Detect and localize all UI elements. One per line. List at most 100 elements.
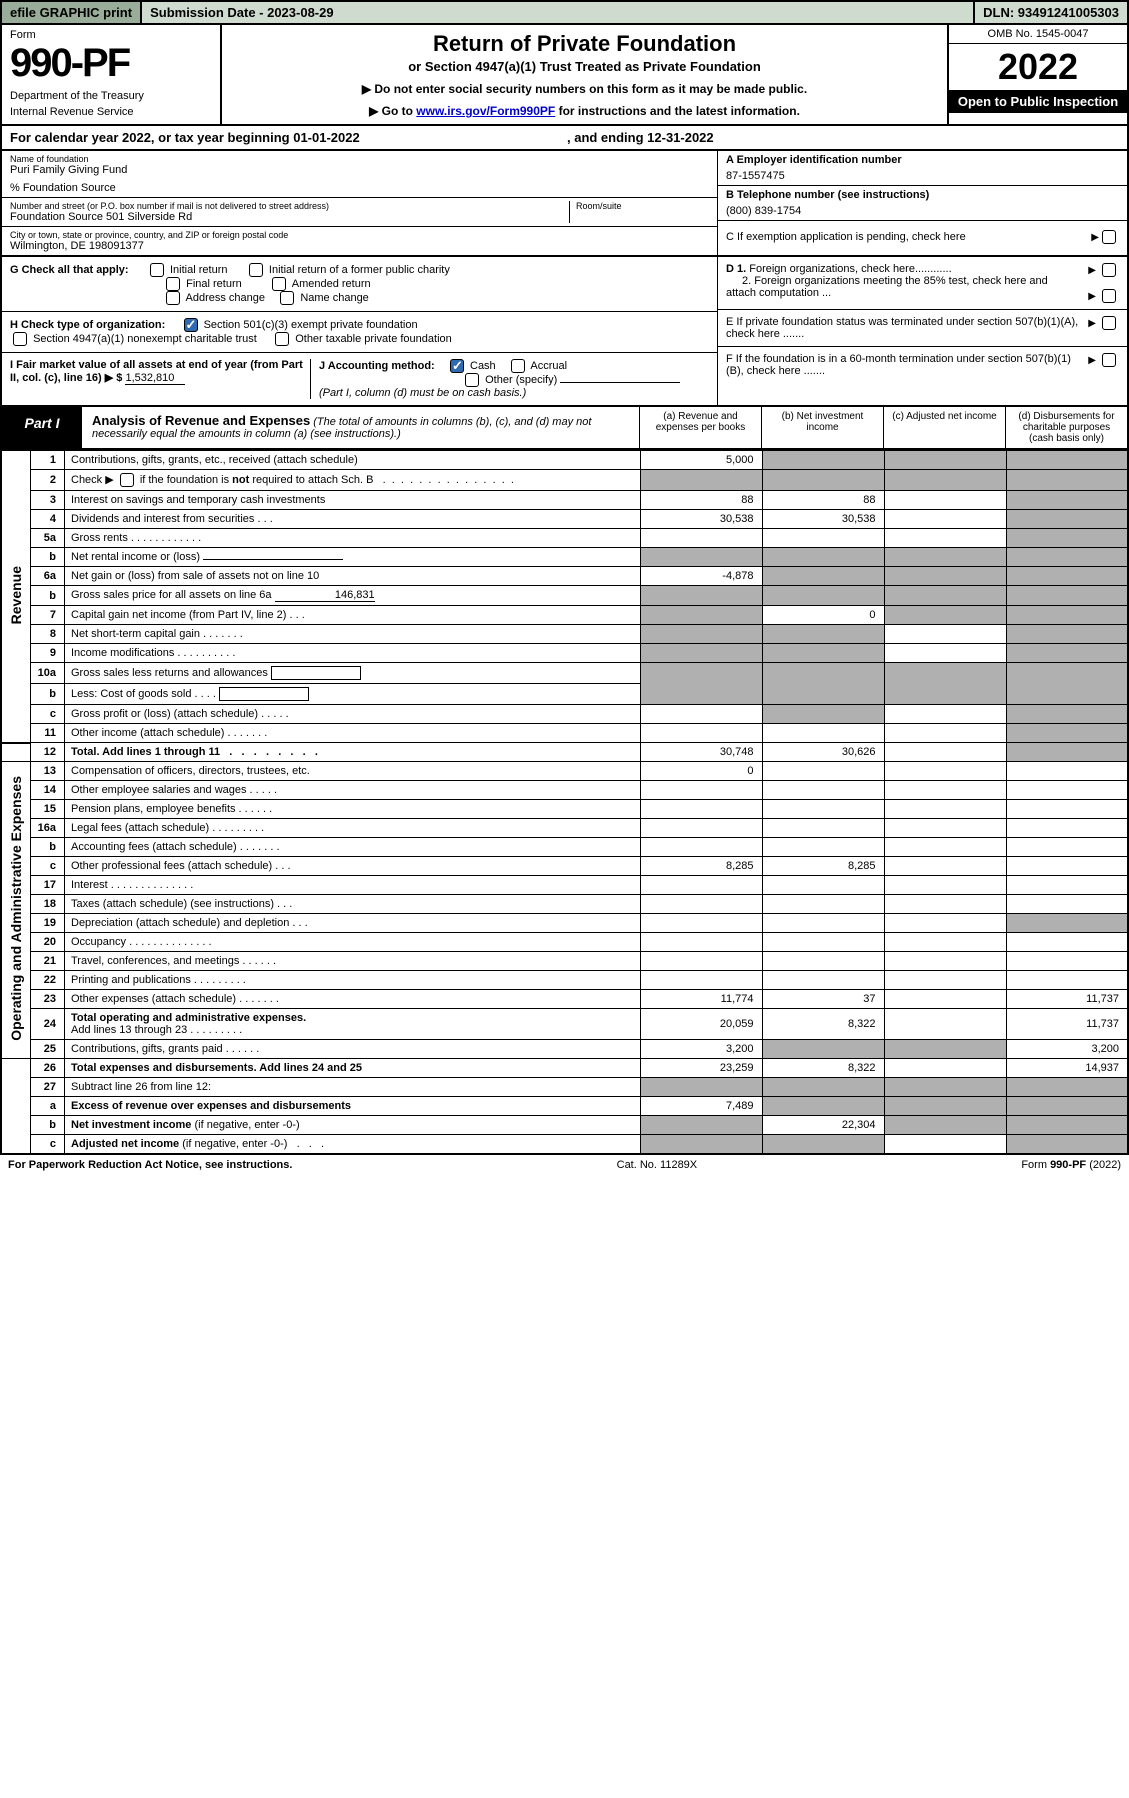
goto-note: ▶ Go to www.irs.gov/Form990PF for instru… — [234, 104, 935, 118]
row6b-val: 146,831 — [275, 589, 375, 602]
h2-label: Section 4947(a)(1) nonexempt charitable … — [33, 333, 257, 345]
part1-header: Part I Analysis of Revenue and Expenses … — [0, 407, 1129, 450]
table-row: 14Other employee salaries and wages . . … — [1, 781, 1128, 800]
exemption-pending-label: C If exemption application is pending, c… — [726, 231, 1091, 243]
checks-area: G Check all that apply: Initial return I… — [0, 257, 1129, 407]
address-change-checkbox[interactable] — [166, 291, 180, 305]
terminated-checkbox[interactable] — [1102, 316, 1116, 330]
row10a-desc: Gross sales less returns and allowances — [65, 663, 641, 684]
form990pf-link[interactable]: www.irs.gov/Form990PF — [416, 104, 555, 118]
table-row: 19Depreciation (attach schedule) and dep… — [1, 914, 1128, 933]
row17-desc: Interest . . . . . . . . . . . . . . — [65, 876, 641, 895]
row7-b: 0 — [762, 606, 884, 625]
form-label: Form — [10, 29, 212, 41]
arrow-icon — [1091, 231, 1099, 243]
part1-tab: Part I — [2, 407, 82, 448]
initial-return-checkbox[interactable] — [150, 263, 164, 277]
row16c-b: 8,285 — [762, 857, 884, 876]
e-label: E If private foundation status was termi… — [726, 316, 1088, 340]
row6b-desc: Gross sales price for all assets on line… — [65, 586, 641, 606]
arrow-icon — [1088, 317, 1096, 329]
table-row: 2Check ▶ if the foundation is not requir… — [1, 470, 1128, 491]
row20-desc: Occupancy . . . . . . . . . . . . . . — [65, 933, 641, 952]
row21-desc: Travel, conferences, and meetings . . . … — [65, 952, 641, 971]
row3-b: 88 — [762, 491, 884, 510]
row27a-desc: Excess of revenue over expenses and disb… — [65, 1097, 641, 1116]
row16b-desc: Accounting fees (attach schedule) . . . … — [65, 838, 641, 857]
row15-desc: Pension plans, employee benefits . . . .… — [65, 800, 641, 819]
foreign-85-checkbox[interactable] — [1102, 289, 1116, 303]
name-change-checkbox[interactable] — [280, 291, 294, 305]
fmv-value: 1,532,810 — [125, 372, 185, 385]
other-method-checkbox[interactable] — [465, 373, 479, 387]
row25-d: 3,200 — [1006, 1040, 1128, 1059]
h3-label: Other taxable private foundation — [295, 333, 452, 345]
j3-label: Other (specify) — [485, 374, 557, 386]
submission-date: Submission Date - 2023-08-29 — [142, 2, 975, 23]
accrual-checkbox[interactable] — [511, 359, 525, 373]
tax-year: 2022 — [949, 44, 1127, 90]
table-row: 20Occupancy . . . . . . . . . . . . . . — [1, 933, 1128, 952]
table-row: 24Total operating and administrative exp… — [1, 1009, 1128, 1040]
row27b-desc: Net investment income (if negative, ente… — [65, 1116, 641, 1135]
row10c-desc: Gross profit or (loss) (attach schedule)… — [65, 705, 641, 724]
table-row: 11Other income (attach schedule) . . . .… — [1, 724, 1128, 743]
care-of: % Foundation Source — [10, 182, 709, 194]
row24-a: 20,059 — [640, 1009, 762, 1040]
schb-checkbox[interactable] — [120, 473, 134, 487]
row2-desc: Check ▶ if the foundation is not require… — [65, 470, 641, 491]
initial-former-checkbox[interactable] — [249, 263, 263, 277]
501c3-checkbox[interactable] — [184, 318, 198, 332]
ssn-note: ▶ Do not enter social security numbers o… — [234, 82, 935, 96]
calendar-year-row: For calendar year 2022, or tax year begi… — [0, 126, 1129, 151]
h1-label: Section 501(c)(3) exempt private foundat… — [204, 319, 418, 331]
row24-b: 8,322 — [762, 1009, 884, 1040]
table-row: 27Subtract line 26 from line 12: — [1, 1078, 1128, 1097]
foreign-org-checkbox[interactable] — [1102, 263, 1116, 277]
form-title: Return of Private Foundation — [234, 31, 935, 57]
exemption-pending-checkbox[interactable] — [1102, 230, 1116, 244]
table-row: 9Income modifications . . . . . . . . . … — [1, 644, 1128, 663]
row27a-a: 7,489 — [640, 1097, 762, 1116]
row12-a: 30,748 — [640, 743, 762, 762]
table-row: bNet investment income (if negative, ent… — [1, 1116, 1128, 1135]
d1-label: Foreign organizations, check here.......… — [749, 263, 951, 275]
row23-desc: Other expenses (attach schedule) . . . .… — [65, 990, 641, 1009]
row13-a: 0 — [640, 762, 762, 781]
table-row: cAdjusted net income (if negative, enter… — [1, 1135, 1128, 1155]
row27-desc: Subtract line 26 from line 12: — [65, 1078, 641, 1097]
arrow-icon — [1088, 264, 1096, 276]
cash-checkbox[interactable] — [450, 359, 464, 373]
table-row: cOther professional fees (attach schedul… — [1, 857, 1128, 876]
name-label: Name of foundation — [10, 154, 709, 164]
60month-checkbox[interactable] — [1102, 353, 1116, 367]
final-return-checkbox[interactable] — [166, 277, 180, 291]
col-d-header: (d) Disbursements for charitable purpose… — [1005, 407, 1127, 448]
row1-desc: Contributions, gifts, grants, etc., rece… — [65, 451, 641, 470]
other-taxable-checkbox[interactable] — [275, 332, 289, 346]
addr-label: Number and street (or P.O. box number if… — [10, 201, 569, 211]
arrow-icon — [1088, 290, 1096, 302]
4947a1-checkbox[interactable] — [13, 332, 27, 346]
row27c-desc: Adjusted net income (if negative, enter … — [65, 1135, 641, 1155]
revenue-section-label: Revenue — [8, 566, 24, 624]
form-header: Form 990-PF Department of the Treasury I… — [0, 25, 1129, 126]
city-state-zip: Wilmington, DE 198091377 — [10, 240, 709, 252]
row12-b: 30,626 — [762, 743, 884, 762]
page-footer: For Paperwork Reduction Act Notice, see … — [0, 1155, 1129, 1175]
table-row: 26Total expenses and disbursements. Add … — [1, 1059, 1128, 1078]
table-row: 4Dividends and interest from securities … — [1, 510, 1128, 529]
row4-b: 30,538 — [762, 510, 884, 529]
col-b-header: (b) Net investment income — [761, 407, 883, 448]
row26-desc: Total expenses and disbursements. Add li… — [65, 1059, 641, 1078]
row23-a: 11,774 — [640, 990, 762, 1009]
row3-a: 88 — [640, 491, 762, 510]
row6a-a: -4,878 — [640, 567, 762, 586]
row24-d: 11,737 — [1006, 1009, 1128, 1040]
street-address: Foundation Source 501 Silverside Rd — [10, 211, 569, 223]
amended-return-checkbox[interactable] — [272, 277, 286, 291]
dept-treasury: Department of the Treasury — [10, 90, 212, 102]
row23-b: 37 — [762, 990, 884, 1009]
table-row: 16aLegal fees (attach schedule) . . . . … — [1, 819, 1128, 838]
efile-print-button[interactable]: efile GRAPHIC print — [2, 2, 142, 23]
